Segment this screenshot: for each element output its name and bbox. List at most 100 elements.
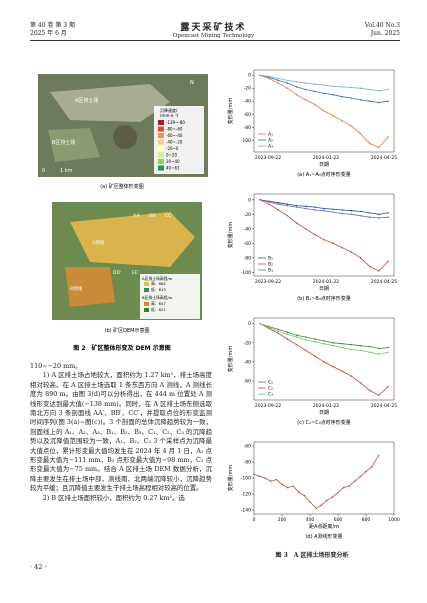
legend-label: C₃ <box>268 392 273 398</box>
y-tick-label: 0 <box>248 321 251 327</box>
date-en: Jun. 2025 <box>370 30 400 37</box>
x-tick-label: 2024-04-25 <box>371 155 397 161</box>
point <box>295 204 298 207</box>
point <box>387 100 389 103</box>
swatch <box>158 120 164 125</box>
series-line <box>259 74 389 103</box>
point <box>387 216 389 219</box>
swatch <box>158 133 164 138</box>
legend-item: 低：613 <box>151 287 166 292</box>
point <box>286 82 289 84</box>
point <box>387 88 389 91</box>
y-tick-label: -40 <box>244 99 251 105</box>
point <box>332 93 334 96</box>
chart-caption: (a) A₁~A₃点时序形变量 <box>297 171 351 178</box>
point <box>341 342 344 345</box>
point <box>320 504 322 506</box>
header-rule <box>30 40 400 41</box>
point <box>295 80 298 83</box>
point <box>323 207 325 210</box>
y-tick-label: -60 <box>244 378 251 384</box>
y-tick-label: -80 <box>244 255 251 261</box>
point <box>281 483 283 486</box>
chart: 0 -20 -40 -60 2023-09-22 2024-01-22 2024-04-25… <box>227 317 397 426</box>
dem-b <box>65 267 115 307</box>
y-tick-label: -60 <box>244 241 251 247</box>
point <box>253 473 255 475</box>
chart-caption: (b) B₁~B₃点时序形变量 <box>297 295 351 302</box>
point <box>332 208 334 211</box>
legend-title: A区排土场高程/m <box>142 276 173 281</box>
plot-frame <box>253 193 395 277</box>
point <box>277 332 280 335</box>
point <box>359 475 362 478</box>
legend-item: -139~-80 <box>166 120 185 125</box>
x-tick-label: 0 <box>253 517 256 523</box>
series-line <box>259 323 389 349</box>
point <box>298 491 300 494</box>
chart: 0 -20 -40 -60 -80 -100 2023-09-22 2024-01-22 202… <box>227 69 397 178</box>
point <box>314 355 316 357</box>
line-label: A测线 <box>92 239 105 246</box>
point <box>277 203 280 205</box>
x-tick-label: 2024-04-25 <box>371 403 397 409</box>
volume-en: Vol.40 No.3 <box>364 22 400 29</box>
point <box>332 365 334 368</box>
caption: (b) 矿区DEM示意图 <box>105 327 150 334</box>
point <box>323 110 325 112</box>
chart: 0 -20 -40 -60 -80 -100 2023-09-22 2024-01-22 202… <box>227 193 397 302</box>
point <box>264 477 266 479</box>
legend-label: C₁ <box>268 380 273 386</box>
point <box>359 214 362 217</box>
point <box>354 480 356 482</box>
x-axis-label: 距A点距离/m <box>309 523 339 530</box>
legend-item: 高：647 <box>151 301 166 306</box>
point <box>368 265 371 268</box>
legend-item: 高：664 <box>151 281 166 286</box>
point <box>378 146 380 149</box>
x-tick-label: 200 <box>278 517 287 523</box>
x-tick-label: 2024-01-22 <box>313 403 339 409</box>
point <box>268 75 270 78</box>
point <box>370 466 373 468</box>
point <box>359 382 362 384</box>
point <box>378 101 380 104</box>
point <box>277 201 280 204</box>
point <box>314 90 316 93</box>
swatch <box>158 152 164 158</box>
point <box>350 86 353 89</box>
point <box>304 339 307 341</box>
y-tick-label: -80 <box>244 460 251 466</box>
x-tick-label: 600 <box>334 517 343 523</box>
point <box>323 84 325 86</box>
swatch <box>144 302 149 306</box>
journal-en: Opencast Mining Technology <box>172 33 255 39</box>
point <box>286 338 289 340</box>
point <box>350 97 353 99</box>
swatch <box>158 146 164 151</box>
series-line <box>259 74 389 92</box>
point <box>341 86 344 88</box>
header-left: 第 40 卷 第 3 期 2025 年 6 月 <box>30 22 75 38</box>
scale: 0 <box>42 168 45 174</box>
y-axis-label: 变形量/mm <box>227 222 234 249</box>
point <box>378 270 380 272</box>
point <box>332 242 334 245</box>
point <box>304 205 307 208</box>
caption: (a) 矿区整体形变图 <box>100 183 144 190</box>
point <box>378 347 380 350</box>
section-label: AA' <box>133 213 141 219</box>
legend-unit: (mm·a⁻¹) <box>160 113 179 118</box>
paragraph: 2) B 区排土场面积较小，面积约为 0.27 km²。选 <box>42 493 185 502</box>
point <box>378 353 380 356</box>
point <box>309 501 311 503</box>
point <box>314 338 316 340</box>
legend-item: 0~20 <box>166 153 177 158</box>
y-tick-label: -100 <box>241 138 251 144</box>
volume: 第 40 卷 第 3 期 <box>30 22 75 29</box>
point <box>286 203 289 205</box>
point <box>332 114 334 117</box>
point <box>350 375 353 377</box>
point <box>341 246 344 249</box>
point <box>341 95 344 98</box>
